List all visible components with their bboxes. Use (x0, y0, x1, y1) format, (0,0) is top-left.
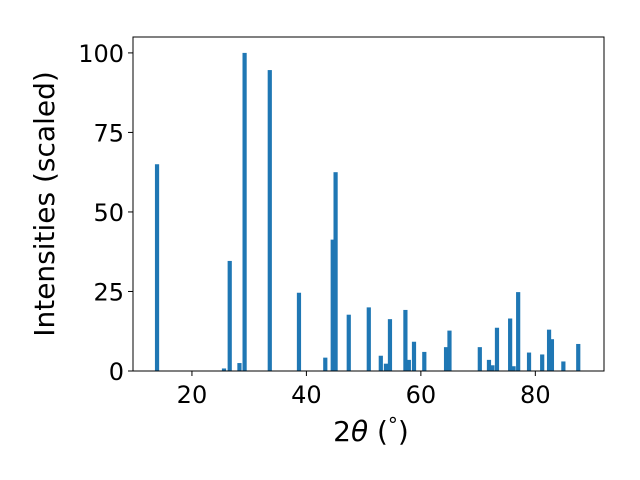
bar-23 (490, 365, 495, 371)
bar-1 (221, 368, 227, 371)
x-tick-label-0: 20 (177, 381, 208, 409)
y-tick-label-4: 100 (78, 40, 124, 68)
bar-32 (561, 361, 566, 371)
bar-0 (154, 164, 160, 371)
y-tick-label-0: 0 (109, 358, 124, 386)
y-axis-label: Intensities (scaled) (28, 71, 61, 337)
bar-13 (383, 363, 389, 371)
y-axis: 0 25 50 75 100 (78, 40, 133, 386)
y-tick-label-1: 25 (93, 278, 124, 306)
bar-6 (296, 292, 302, 371)
x-axis-label: 2θ (°) (333, 413, 409, 448)
bar-7 (323, 357, 328, 371)
bar-27 (516, 292, 521, 371)
bar-20 (447, 330, 452, 371)
bar-33 (576, 343, 581, 371)
x-axis-label-prefix: 2 (333, 415, 351, 448)
bar-21 (477, 347, 482, 371)
x-axis-label-close: ) (398, 415, 409, 448)
bar-4 (242, 52, 247, 372)
bar-14 (387, 319, 393, 371)
x-axis-label-open: ( (368, 415, 388, 448)
bar-19 (443, 347, 449, 371)
y-tick-label-3: 75 (93, 119, 124, 147)
bar-10 (346, 314, 351, 371)
bar-11 (366, 307, 371, 371)
x-axis-label-symbol: θ (351, 415, 368, 448)
bar-31 (549, 339, 555, 371)
bar-30 (546, 329, 552, 371)
bar-2 (227, 260, 232, 371)
bar-8 (330, 239, 335, 371)
bar-18 (422, 351, 427, 371)
bar-16 (406, 359, 411, 371)
x-axis: 20 40 60 80 (177, 371, 551, 409)
x-tick-label-3: 80 (520, 381, 551, 409)
x-axis-label-unit: ° (388, 413, 398, 437)
bar-5 (267, 70, 272, 371)
bar-24 (494, 327, 500, 371)
bars-layer (154, 52, 581, 372)
x-tick-label-2: 60 (406, 381, 437, 409)
bar-29 (540, 354, 545, 371)
x-tick-label-1: 40 (291, 381, 322, 409)
bar-15 (403, 309, 408, 371)
bar-22 (486, 359, 492, 371)
bar-12 (378, 355, 383, 371)
plot-frame (132, 36, 605, 372)
bar-28 (526, 352, 532, 371)
y-tick-label-2: 50 (93, 199, 124, 227)
bar-17 (411, 341, 417, 371)
bar-3 (237, 363, 242, 371)
bar-25 (508, 318, 513, 371)
bar-26 (511, 366, 516, 371)
bar-9 (333, 172, 338, 371)
